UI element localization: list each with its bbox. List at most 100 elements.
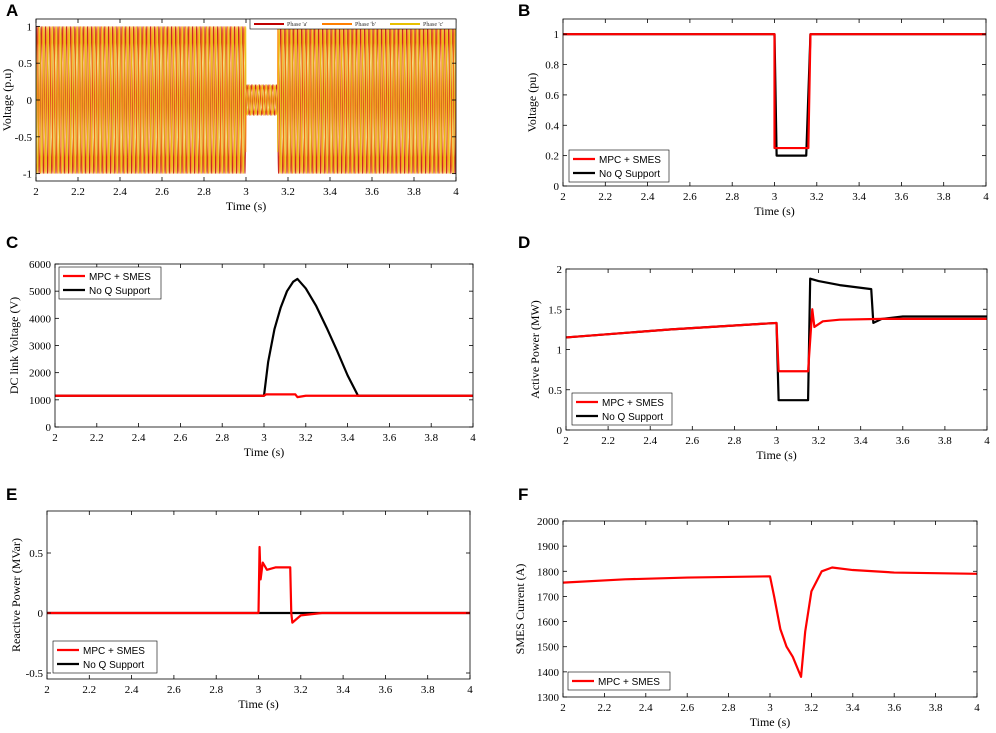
axes-box <box>562 520 978 698</box>
x-tick-label: 3.6 <box>365 186 379 198</box>
y-tick-label: 1 <box>554 29 560 41</box>
x-tick-label: 4 <box>983 191 989 203</box>
panel-letter: E <box>6 485 17 504</box>
x-tick-label: 3.6 <box>379 684 393 696</box>
y-tick-label: 5000 <box>29 286 52 298</box>
y-tick-label: -0.5 <box>26 668 44 680</box>
x-tick-label: 4 <box>470 432 476 444</box>
legend: MPC + SMES No Q Support <box>571 392 673 426</box>
x-tick-label: 2 <box>563 435 569 447</box>
x-tick-label: 4 <box>984 435 990 447</box>
y-tick-label: 0.6 <box>545 90 559 102</box>
x-axis-label: Time (s) <box>756 448 797 462</box>
x-tick-label: 2.6 <box>685 435 699 447</box>
x-tick-label: 3.8 <box>424 432 438 444</box>
y-tick-label: 1300 <box>537 692 560 704</box>
y-tick-label: 1700 <box>537 591 560 603</box>
x-tick-label: 3.4 <box>323 186 337 198</box>
panel-c: C 2 2.2 2.4 2.6 2.8 3 3.2 3.4 3.6 3.8 4 0 1000 2000 300… <box>6 233 476 459</box>
legend-box <box>568 149 670 183</box>
series-line <box>563 33 986 150</box>
x-tick-label: 3.8 <box>421 684 435 696</box>
x-tick-label: 3.6 <box>383 432 397 444</box>
x-tick-label: 3.2 <box>805 702 819 714</box>
x-tick-label: 2 <box>560 702 566 714</box>
x-tick-label: 2.8 <box>725 191 739 203</box>
x-tick-label: 2.6 <box>167 684 181 696</box>
legend: MPC + SMES <box>567 671 671 691</box>
series-line <box>47 545 470 624</box>
x-tick-label: 3.2 <box>299 432 313 444</box>
legend-box <box>52 640 158 674</box>
legend-label: Phase 'b' <box>355 22 376 28</box>
y-tick-label: 1900 <box>537 541 560 553</box>
x-tick-label: 2.2 <box>90 432 104 444</box>
y-axis-label: Voltage (pu) <box>525 73 539 132</box>
legend: MPC + SMES No Q Support <box>58 266 162 300</box>
panel-letter: D <box>518 233 530 252</box>
y-tick-label: 1600 <box>537 617 560 629</box>
series-line <box>55 277 473 397</box>
legend: MPC + SMES No Q Support <box>568 149 670 183</box>
y-tick-label: 1 <box>27 21 33 33</box>
x-tick-label: 3.6 <box>896 435 910 447</box>
y-axis-label: Active Power (MW) <box>528 300 542 399</box>
x-tick-label: 2.6 <box>155 186 169 198</box>
x-tick-label: 3.8 <box>407 186 421 198</box>
panel-letter: B <box>518 1 530 20</box>
legend-label: MPC + SMES <box>89 272 151 283</box>
x-tick-label: 2.8 <box>197 186 211 198</box>
plot-area <box>566 277 987 402</box>
x-tick-label: 2.2 <box>598 191 612 203</box>
legend: MPC + SMES No Q Support <box>52 640 158 674</box>
y-tick-label: 0.5 <box>18 58 32 70</box>
y-tick-label: 3000 <box>29 341 52 353</box>
panel-letter: C <box>6 233 18 252</box>
x-tick-label: 2.8 <box>215 432 229 444</box>
legend-label: No Q Support <box>602 412 663 423</box>
y-tick-label: 1 <box>557 345 563 357</box>
x-tick-label: 2.8 <box>728 435 742 447</box>
x-tick-label: 4 <box>467 684 473 696</box>
panel-e: E 2 2.2 2.4 2.6 2.8 3 3.2 3.4 3.6 3.8 4 -0.5 0 0.5 Time… <box>6 485 473 711</box>
plot-area <box>36 26 456 174</box>
series-line <box>36 26 456 174</box>
y-axis-label: Reactive Power (MVar) <box>9 538 23 652</box>
legend-label: Phase 'a' <box>287 22 307 28</box>
x-tick-label: 2.6 <box>683 191 697 203</box>
y-axis-label: SMES Current (A) <box>513 564 527 655</box>
y-tick-label: 0.5 <box>548 385 562 397</box>
legend-label: Phase 'c' <box>423 22 443 28</box>
x-axis-label: Time (s) <box>754 204 795 218</box>
x-tick-label: 3.2 <box>812 435 826 447</box>
y-tick-label: 0 <box>557 425 563 437</box>
x-axis-label: Time (s) <box>226 199 267 213</box>
x-tick-label: 2.4 <box>125 684 139 696</box>
x-tick-label: 2.2 <box>601 435 615 447</box>
x-tick-label: 2.4 <box>113 186 127 198</box>
series-line <box>563 566 977 678</box>
plot-area <box>563 33 986 157</box>
legend-label: No Q Support <box>83 660 144 671</box>
y-tick-label: 2000 <box>29 368 52 380</box>
y-tick-label: -1 <box>23 169 32 181</box>
x-tick-label: 2.8 <box>722 702 736 714</box>
x-tick-label: 2 <box>33 186 39 198</box>
panel-f: F 2 2.2 2.4 2.6 2.8 3 3.2 3.4 3.6 3.8 4 1300 1400 1500… <box>513 485 980 729</box>
x-tick-label: 3.6 <box>895 191 909 203</box>
x-tick-label: 3.2 <box>294 684 308 696</box>
legend-label: MPC + SMES <box>599 155 661 166</box>
x-tick-label: 3.2 <box>810 191 824 203</box>
panel-letter: A <box>6 1 18 20</box>
y-tick-label: 0 <box>46 422 52 434</box>
plot-area <box>47 545 470 624</box>
x-tick-label: 3 <box>767 702 773 714</box>
y-tick-label: 1000 <box>29 395 52 407</box>
y-tick-label: 1800 <box>537 566 560 578</box>
x-tick-label: 2.8 <box>209 684 223 696</box>
x-tick-label: 3.2 <box>281 186 295 198</box>
x-tick-label: 2.2 <box>82 684 96 696</box>
y-tick-label: 0 <box>38 608 44 620</box>
series-line <box>566 308 987 373</box>
